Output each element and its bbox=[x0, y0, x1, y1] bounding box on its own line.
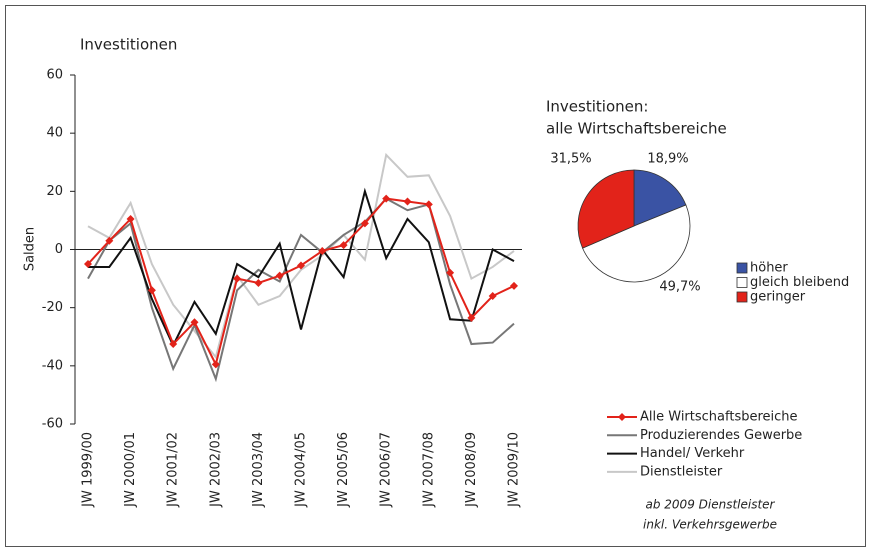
x-tick-label: JW 2006/07 bbox=[379, 432, 394, 508]
legend-label: geringer bbox=[750, 290, 806, 305]
x-tick-label: JW 1999/00 bbox=[81, 432, 96, 508]
legend-label: Produzierendes Gewerbe bbox=[640, 428, 802, 443]
marker bbox=[275, 271, 284, 280]
value-label: 18,9% bbox=[647, 152, 688, 167]
marker bbox=[382, 194, 391, 203]
chart-title: Investitionen bbox=[80, 36, 177, 54]
marker bbox=[318, 246, 327, 255]
marker bbox=[84, 260, 92, 269]
series-line bbox=[87, 197, 515, 383]
y-tick-label: -20 bbox=[42, 300, 63, 315]
marker bbox=[488, 292, 497, 301]
value-label: 49,7% bbox=[659, 280, 700, 295]
marker bbox=[339, 241, 348, 250]
marker bbox=[105, 236, 114, 245]
marker bbox=[360, 219, 369, 228]
y-tick-label: -40 bbox=[42, 358, 63, 373]
y-tick-label: 0 bbox=[55, 242, 63, 257]
marker bbox=[190, 318, 199, 327]
y-axis-label: Salden bbox=[23, 227, 38, 271]
x-tick-label: JW 2007/08 bbox=[421, 432, 436, 508]
marker bbox=[424, 200, 433, 209]
marker bbox=[467, 313, 476, 322]
y-tick-label: 60 bbox=[46, 68, 63, 83]
x-tick-label: JW 2002/03 bbox=[208, 432, 223, 508]
marker bbox=[147, 286, 156, 295]
pie-title: alle Wirtschaftsbereiche bbox=[546, 120, 727, 138]
x-tick-label: JW 2004/05 bbox=[294, 432, 309, 508]
legend-swatch bbox=[736, 262, 748, 274]
x-tick-label: JW 2000/01 bbox=[123, 432, 138, 508]
note: inkl. Verkehrsgewerbe bbox=[643, 518, 777, 532]
marker bbox=[510, 281, 518, 290]
y-tick-label: -60 bbox=[42, 417, 63, 432]
x-tick-label: JW 2003/04 bbox=[251, 432, 266, 508]
legend-label: Alle Wirtschaftsbereiche bbox=[640, 410, 798, 425]
legend-marker bbox=[618, 413, 626, 421]
legend-swatch bbox=[736, 291, 748, 303]
marker bbox=[126, 214, 135, 223]
x-tick-label: JW 2009/10 bbox=[507, 432, 522, 508]
marker bbox=[211, 360, 220, 369]
x-tick-label: JW 2005/06 bbox=[336, 432, 351, 508]
pie-slice bbox=[582, 204, 691, 283]
note: ab 2009 Dienstleister bbox=[646, 498, 776, 512]
legend-label: höher bbox=[750, 261, 788, 276]
pie-title: Investitionen: bbox=[546, 98, 648, 116]
y-tick-label: 20 bbox=[46, 184, 63, 199]
pie-slice bbox=[577, 169, 635, 249]
series-line bbox=[88, 187, 515, 348]
marker bbox=[446, 268, 455, 277]
marker bbox=[169, 340, 178, 349]
frame bbox=[5, 5, 866, 547]
legend-label: Dienstleister bbox=[640, 464, 723, 479]
x-tick-label: JW 2001/02 bbox=[166, 432, 181, 508]
y-tick-label: 40 bbox=[46, 126, 63, 141]
marker bbox=[297, 261, 305, 270]
legend-label: Handel/ Verkehr bbox=[640, 446, 745, 461]
pie-slice bbox=[633, 169, 687, 227]
legend-label: gleich bleibend bbox=[750, 275, 849, 290]
x-tick-label: JW 2008/09 bbox=[464, 432, 479, 508]
series-line bbox=[87, 152, 515, 360]
marker bbox=[254, 278, 263, 287]
marker bbox=[233, 274, 242, 283]
marker bbox=[403, 197, 412, 206]
value-label: 31,5% bbox=[550, 152, 591, 167]
legend-swatch bbox=[736, 277, 748, 288]
